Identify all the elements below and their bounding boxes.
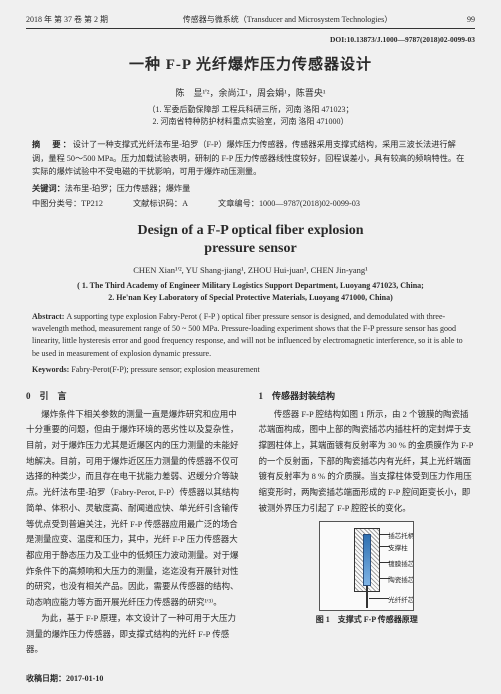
title-en-line2: pressure sensor [26, 240, 475, 258]
fig-label-d: 陶瓷插芯 [388, 575, 414, 587]
doi-line: DOI:10.13873/J.1000—9787(2018)02-0099-03 [26, 35, 475, 46]
clc-number: 中图分类号：TP212 [32, 198, 103, 210]
kw-en-label: Keywords: [32, 365, 71, 374]
section-1-p1: 传感器 F-P 腔结构如图 1 所示，由 2 个镀膜的陶瓷插芯端面构成，图中上部… [259, 407, 476, 517]
abstract-en-text: A supporting type explosion Fabry-Perot … [32, 312, 463, 358]
article-title-cn: 一种 F-P 光纤爆炸压力传感器设计 [26, 55, 475, 77]
authors-cn: 陈 显¹'²，余尚江¹，周会娟¹，陈晋央¹ [26, 87, 475, 100]
kw-en-text: Fabry-Perot(F-P); pressure sensor; explo… [71, 365, 259, 374]
abstract-cn-label: 摘 要： [32, 140, 73, 149]
received-date: 收稿日期：2017-01-10 [26, 672, 243, 687]
fig-label-a: 插芯托柄 [388, 531, 414, 543]
classification-row: 中图分类号：TP212 文献标识码：A 文章编号：1000—9787(2018)… [26, 198, 475, 210]
title-en-line1: Design of a F-P optical fiber explosion [26, 222, 475, 240]
section-0-head: 0 引 言 [26, 388, 243, 405]
article-id: 文章编号：1000—9787(2018)02-0099-03 [218, 198, 360, 210]
body-columns: 0 引 言 爆炸条件下相关参数的测量一直是爆炸研究和应用中十分重要的问题，但由于… [26, 388, 475, 687]
figure-1: 插芯托柄 支撑柱 镀膜插芯 陶瓷插芯 光纤纤芯 [319, 521, 414, 611]
leader-line-icon [369, 598, 389, 599]
issue-info: 2018 年 第 37 卷 第 2 期 [26, 14, 108, 26]
abstract-en: Abstract: A supporting type explosion Fa… [26, 311, 475, 361]
article-title-en: Design of a F-P optical fiber explosion … [26, 222, 475, 258]
affiliation-en: ( 1. The Third Academy of Engineer Milit… [26, 280, 475, 302]
right-column: 1 传感器封装结构 传感器 F-P 腔结构如图 1 所示，由 2 个镀膜的陶瓷插… [259, 388, 476, 687]
doc-code: 文献标识码：A [133, 198, 188, 210]
sensor-fiber-icon [366, 586, 368, 608]
affil-cn-1: （1. 军委后勤保障部 工程兵科研三所，河南 洛阳 471023； [26, 104, 475, 116]
authors-en: CHEN Xian¹'², YU Shang-jiang¹, ZHOU Hui-… [26, 264, 475, 276]
left-column: 0 引 言 爆炸条件下相关参数的测量一直是爆炸研究和应用中十分重要的问题，但由于… [26, 388, 243, 687]
kw-cn-label: 关键词： [32, 184, 65, 193]
section-0-p2: 为此，基于 F-P 原理，本文设计了一种可用于大压力测量的爆炸压力传感器，即支撑… [26, 611, 243, 658]
running-header: 2018 年 第 37 卷 第 2 期 传感器与微系统（Transducer a… [26, 14, 475, 26]
abstract-cn-text: 设计了一种支撑式光纤法布里-珀罗（F-P）爆炸压力传感器，传感器采用支撑式结构，… [32, 140, 464, 176]
affil-en-1: ( 1. The Third Academy of Engineer Milit… [26, 280, 475, 291]
page-number: 99 [467, 14, 475, 26]
journal-title: 传感器与微系统（Transducer and Microsystem Techn… [183, 14, 392, 26]
abstract-en-label: Abstract: [32, 312, 66, 321]
affiliation-cn: （1. 军委后勤保障部 工程兵科研三所，河南 洛阳 471023； 2. 河南省… [26, 104, 475, 128]
fig-label-b: 支撑柱 [388, 543, 408, 555]
kw-cn-text: 法布里-珀罗；压力传感器；爆炸量 [65, 184, 191, 193]
affil-cn-2: 2. 河南省特种防护材料重点实验室，河南 洛阳 471000） [26, 116, 475, 128]
keywords-cn: 关键词：法布里-珀罗；压力传感器；爆炸量 [26, 183, 475, 195]
affil-en-2: 2. He'nan Key Laboratory of Special Prot… [26, 292, 475, 303]
section-1-head: 1 传感器封装结构 [259, 388, 476, 405]
fig-label-c: 镀膜插芯 [388, 559, 414, 571]
doi-text: DOI:10.13873/J.1000—9787(2018)02-0099-03 [330, 35, 475, 44]
header-rule [26, 28, 475, 29]
sensor-core-icon [363, 534, 371, 586]
section-0-p1: 爆炸条件下相关参数的测量一直是爆炸研究和应用中十分重要的问题，但由于爆炸环境的恶… [26, 407, 243, 611]
figure-1-caption: 图 1 支撑式 F-P 传感器原理 [259, 613, 476, 628]
fig-label-e: 光纤纤芯 [388, 595, 414, 607]
abstract-cn: 摘 要：设计了一种支撑式光纤法布里-珀罗（F-P）爆炸压力传感器，传感器采用支撑… [26, 138, 475, 179]
keywords-en: Keywords: Fabry-Perot(F-P); pressure sen… [26, 364, 475, 376]
